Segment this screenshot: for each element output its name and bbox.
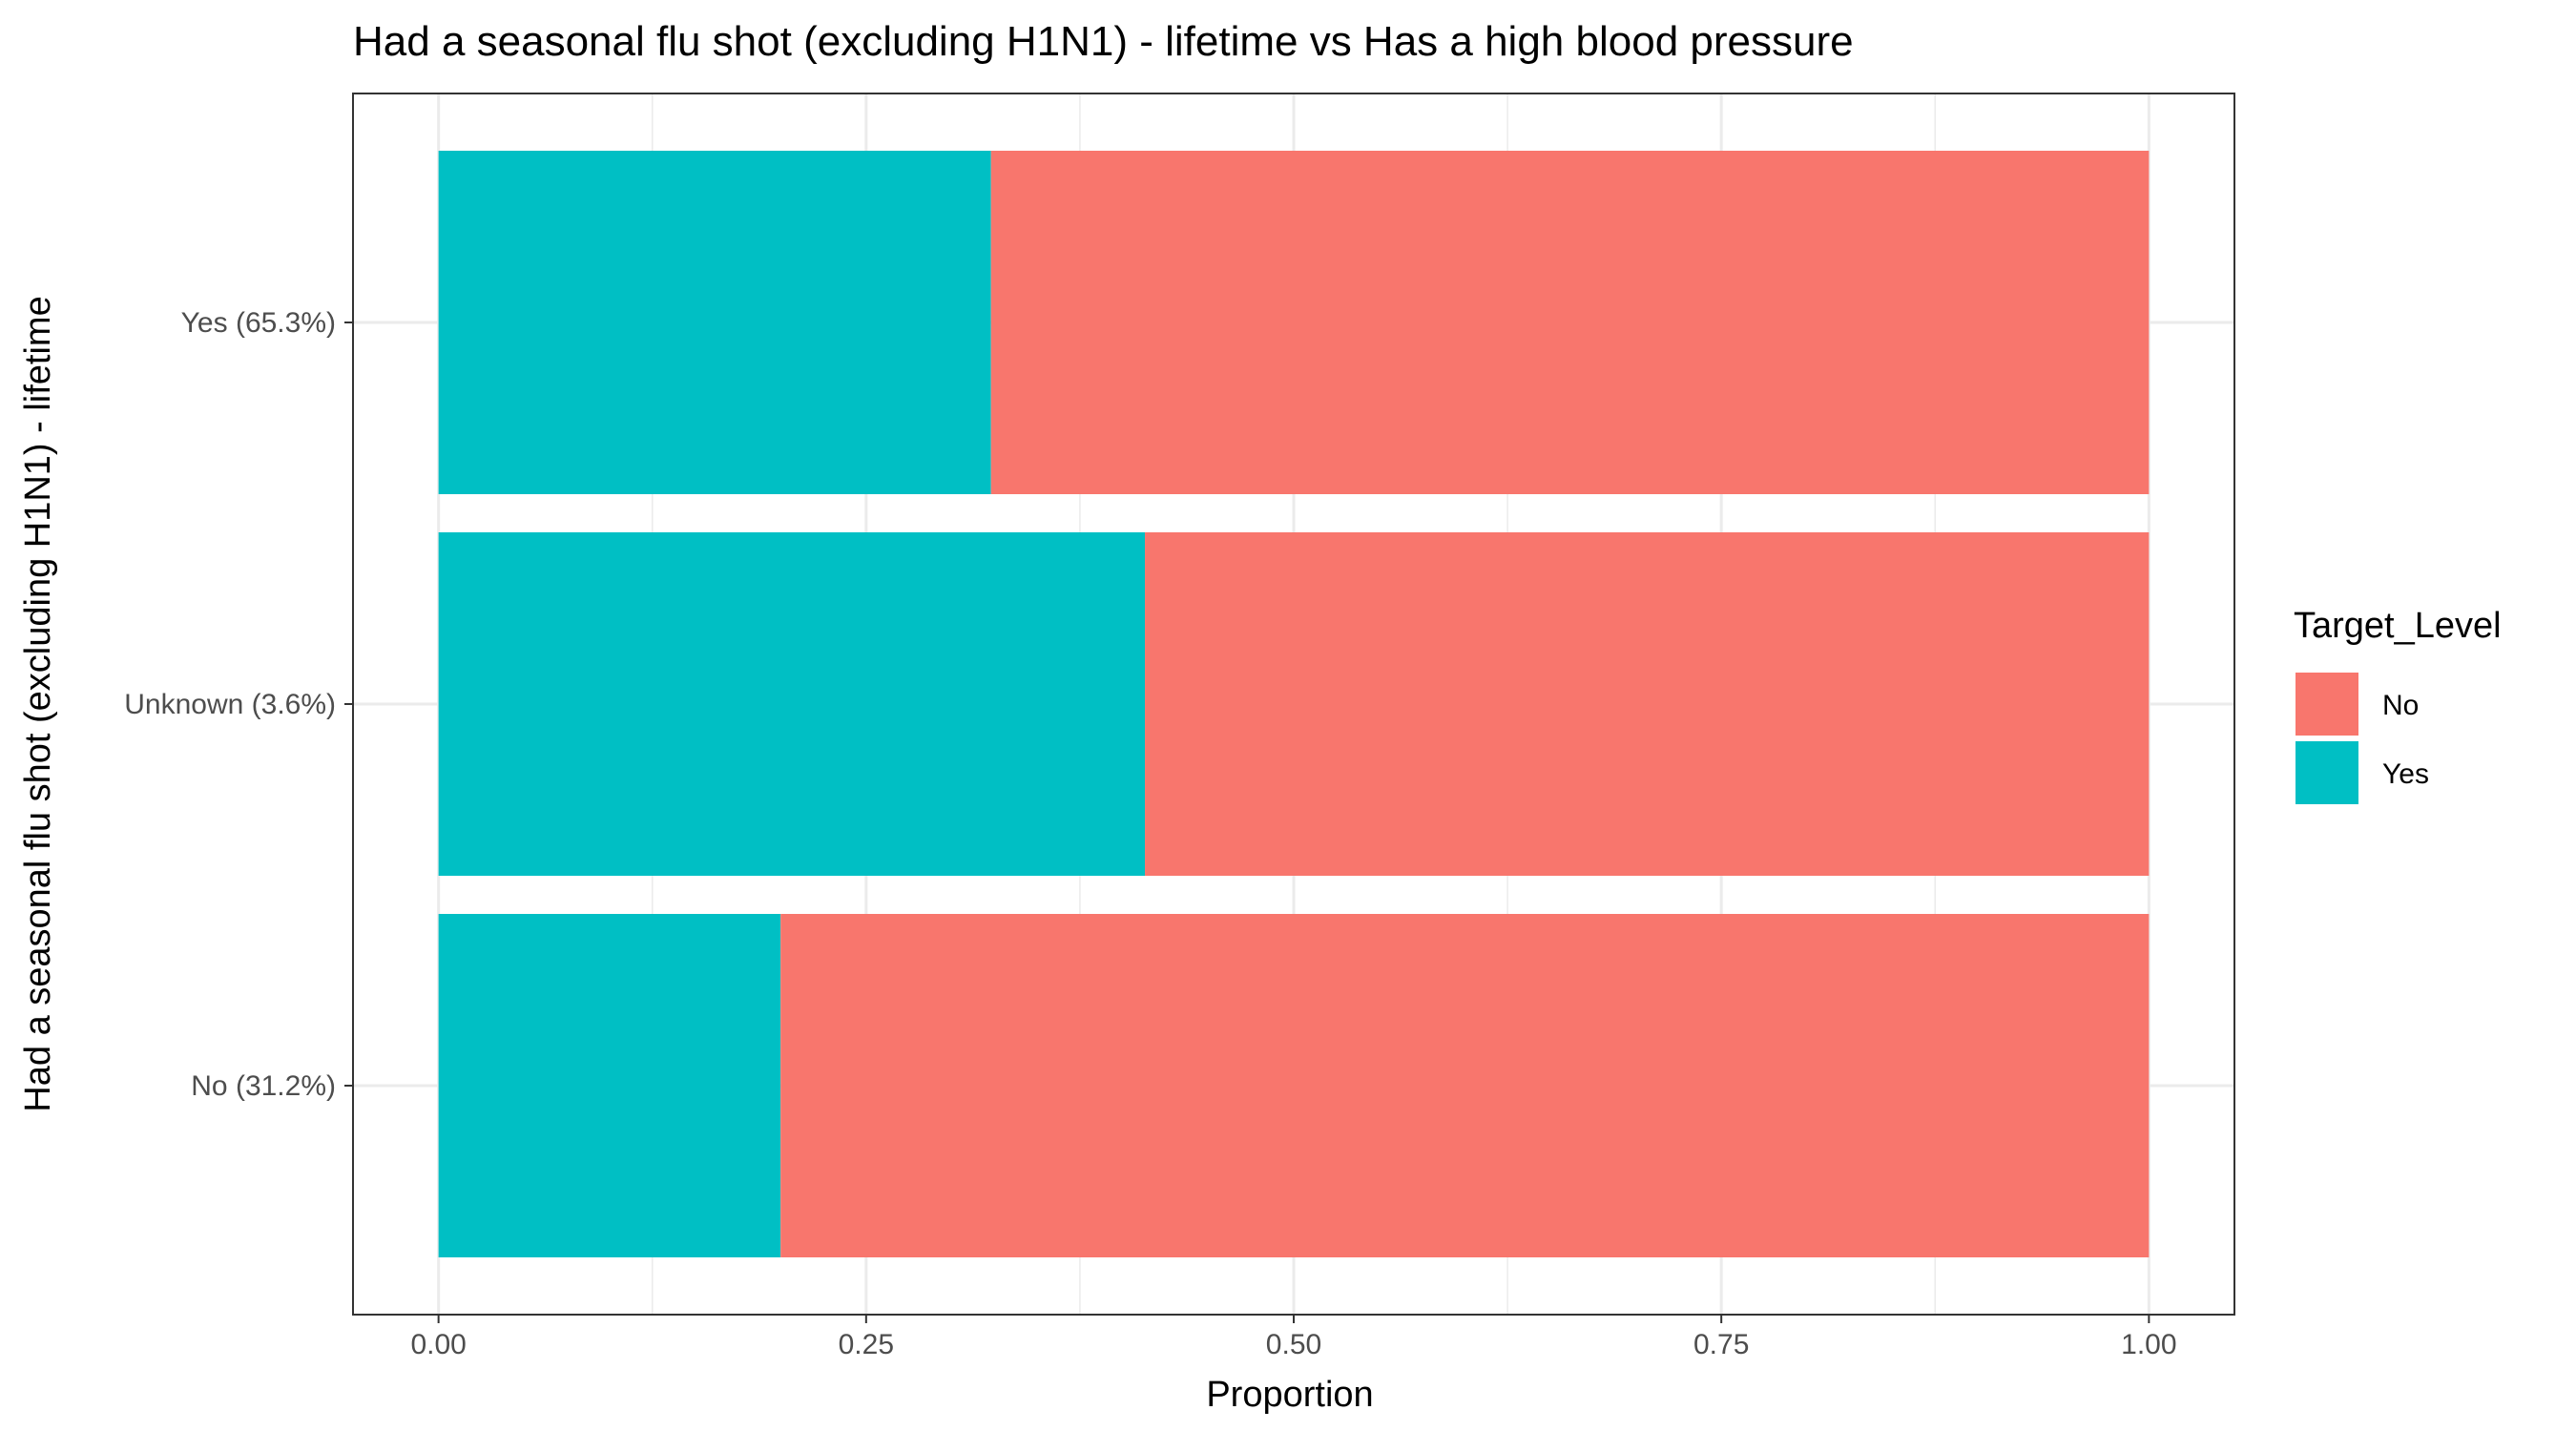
chart-title: Had a seasonal flu shot (excluding H1N1)… bbox=[353, 18, 1854, 65]
x-tick-label: 1.00 bbox=[2121, 1329, 2176, 1360]
bar-no bbox=[1145, 532, 2150, 876]
y-tick-label: No (31.2%) bbox=[191, 1070, 336, 1102]
bar-yes bbox=[438, 151, 991, 494]
y-axis: No (31.2%) Unknown (3.6%) Yes (65.3%) bbox=[124, 307, 353, 1102]
legend-key-yes bbox=[2296, 741, 2358, 804]
legend-key-no bbox=[2296, 673, 2358, 736]
x-tick-label: 0.75 bbox=[1693, 1329, 1749, 1360]
bars bbox=[438, 151, 2150, 1257]
legend: Target_Level No Yes bbox=[2294, 606, 2502, 804]
y-tick-label: Unknown (3.6%) bbox=[124, 689, 336, 720]
legend-label-no: No bbox=[2382, 690, 2419, 721]
x-axis-title: Proportion bbox=[1206, 1375, 1373, 1415]
x-axis: 0.00 0.25 0.50 0.75 1.00 bbox=[410, 1315, 2177, 1360]
bar-yes bbox=[438, 914, 781, 1257]
x-tick-label: 0.00 bbox=[410, 1329, 466, 1360]
bar-no bbox=[780, 914, 2150, 1257]
bar-no bbox=[990, 151, 2150, 494]
legend-title: Target_Level bbox=[2294, 606, 2502, 646]
y-axis-title: Had a seasonal flu shot (excluding H1N1)… bbox=[18, 296, 58, 1111]
x-tick-label: 0.25 bbox=[839, 1329, 894, 1360]
bar-yes bbox=[438, 532, 1146, 876]
y-tick-label: Yes (65.3%) bbox=[181, 307, 336, 339]
x-tick-label: 0.50 bbox=[1266, 1329, 1321, 1360]
legend-label-yes: Yes bbox=[2382, 758, 2429, 790]
